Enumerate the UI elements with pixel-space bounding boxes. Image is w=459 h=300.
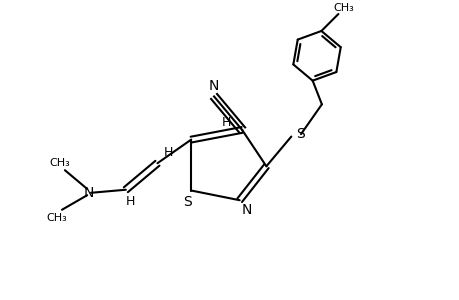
Text: CH₃: CH₃ bbox=[47, 214, 67, 224]
Text: CH₃: CH₃ bbox=[333, 3, 354, 13]
Text: CH₃: CH₃ bbox=[50, 158, 70, 168]
Text: S: S bbox=[295, 127, 304, 141]
Text: N: N bbox=[83, 186, 94, 200]
Text: H: H bbox=[126, 195, 135, 208]
Text: N: N bbox=[241, 203, 252, 217]
Text: H: H bbox=[163, 146, 173, 159]
Text: N: N bbox=[208, 79, 219, 93]
Text: S: S bbox=[183, 195, 191, 209]
Text: H: H bbox=[221, 116, 231, 129]
